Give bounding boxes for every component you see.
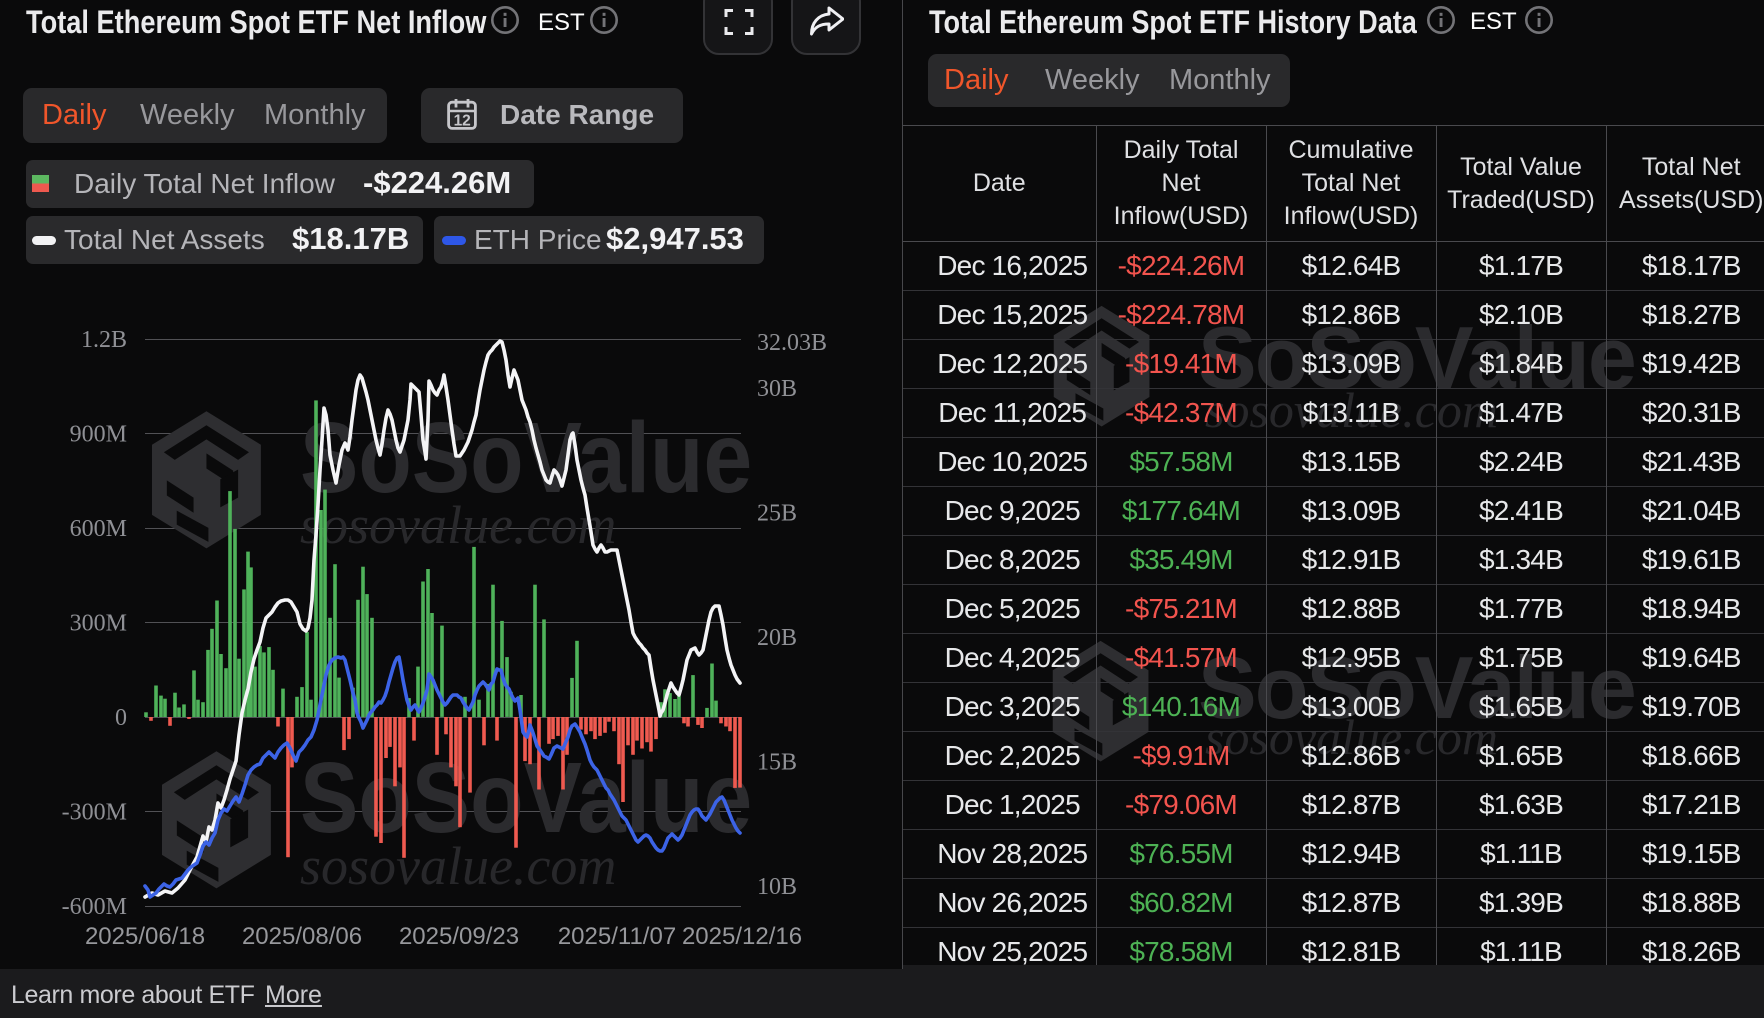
svg-text:600M: 600M [70, 516, 127, 542]
svg-text:10B: 10B [757, 874, 797, 900]
svg-text:sosovalue.com: sosovalue.com [300, 836, 616, 896]
svg-text:2025/12/16: 2025/12/16 [682, 923, 802, 950]
svg-text:30B: 30B [757, 376, 797, 402]
svg-text:2025/09/23: 2025/09/23 [399, 923, 519, 950]
svg-text:25B: 25B [757, 501, 797, 527]
svg-text:2025/06/18: 2025/06/18 [85, 923, 205, 950]
svg-text:12: 12 [454, 113, 471, 130]
svg-text:1.2B: 1.2B [81, 327, 127, 353]
svg-text:-600M: -600M [62, 894, 127, 920]
svg-text:900M: 900M [70, 422, 127, 448]
svg-text:15B: 15B [757, 750, 797, 776]
svg-text:-300M: -300M [62, 800, 127, 826]
svg-text:32.03B: 32.03B [757, 330, 827, 356]
svg-text:2025/08/06: 2025/08/06 [242, 923, 362, 950]
svg-text:2025/11/07: 2025/11/07 [558, 923, 676, 950]
svg-text:300M: 300M [70, 611, 127, 637]
svg-text:20B: 20B [757, 625, 797, 651]
svg-text:SoSoValue: SoSoValue [300, 402, 752, 514]
svg-text:0: 0 [115, 705, 127, 731]
svg-text:sosovalue.com: sosovalue.com [300, 495, 616, 555]
